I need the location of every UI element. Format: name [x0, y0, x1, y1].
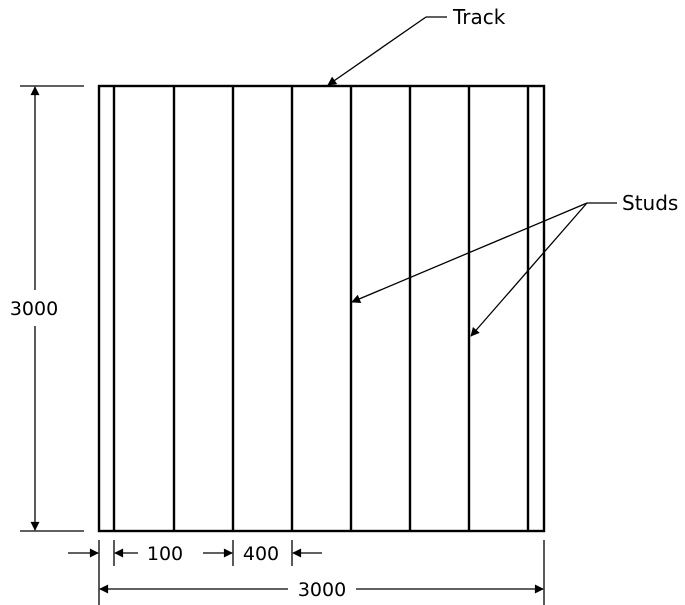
end-gap-label: 100	[147, 543, 183, 565]
wall-frame-track	[97, 84, 546, 533]
track-callout: Track	[327, 5, 506, 86]
studs-label: Studs	[622, 191, 678, 215]
height-dimension-label: 3000	[10, 298, 58, 320]
studs-callout: Studs	[351, 191, 678, 337]
height-dimension: 3000	[10, 85, 84, 532]
studs-leader-arrow-2	[470, 202, 588, 337]
spacing-label: 400	[243, 543, 279, 565]
track-label: Track	[452, 5, 506, 29]
spacing-dimensions: 100 400	[68, 540, 545, 605]
studs-group	[112, 86, 530, 531]
studs-leader-arrow-1	[351, 202, 588, 304]
width-dimension: 3000	[99, 579, 544, 601]
width-dimension-label: 3000	[298, 579, 346, 601]
track-leader-arrow	[327, 16, 427, 86]
